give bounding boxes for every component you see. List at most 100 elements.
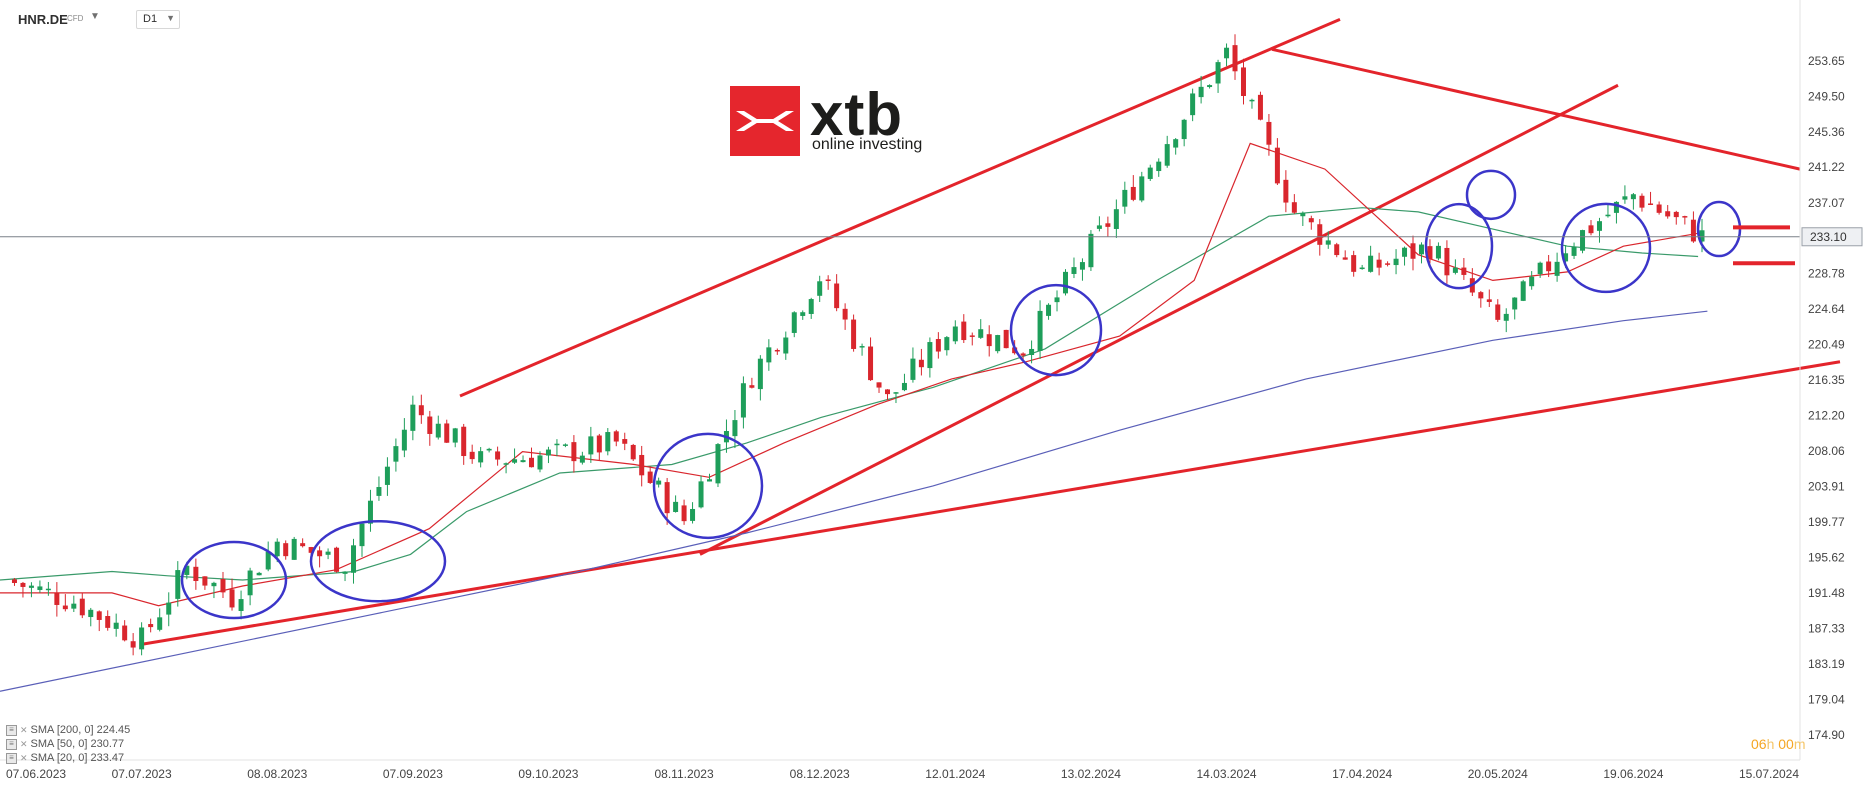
timeframe-select[interactable]: D1 ▼ [136, 10, 180, 29]
candle-body [969, 335, 975, 337]
candle-body [175, 570, 181, 599]
candle-body [613, 431, 619, 442]
candle-body [452, 428, 458, 443]
candle-countdown: 06h 00m [1751, 736, 1806, 752]
candle-body [978, 329, 984, 338]
candle-body [732, 420, 738, 437]
candle-body [274, 541, 280, 557]
symbol-dropdown-icon[interactable]: ▼ [90, 11, 100, 22]
candle-body [427, 416, 433, 434]
candle-body [1096, 225, 1102, 229]
candle-body [62, 605, 68, 610]
candle-body [265, 551, 271, 570]
indicator-settings-icon[interactable]: ≡ [6, 724, 17, 736]
candle-body [1122, 189, 1128, 207]
candle-body [935, 339, 941, 352]
candle-body [1266, 121, 1272, 145]
candle-body [1147, 167, 1153, 179]
candle-body [229, 589, 235, 608]
candle-body [1164, 144, 1170, 166]
candle-body [45, 588, 51, 591]
y-tick-label: 187.33 [1808, 622, 1845, 636]
candle-body [986, 334, 992, 347]
candle-body [698, 481, 704, 508]
indicator-row[interactable]: ≡ ✕ SMA [20, 0] 233.47 [6, 751, 130, 765]
candle-body [995, 335, 1001, 352]
indicator-settings-icon[interactable]: ≡ [6, 752, 17, 764]
close-icon[interactable]: ✕ [20, 739, 28, 749]
candle-body [256, 572, 262, 576]
y-tick-label: 245.36 [1808, 125, 1845, 139]
candle-body [461, 426, 467, 457]
candle-body [1198, 86, 1204, 98]
upper-channel-trendline [459, 17, 1341, 398]
x-tick-label: 15.07.2024 [1739, 767, 1799, 781]
candle-body [715, 444, 721, 484]
candle-body [707, 479, 713, 482]
candle-body [283, 543, 289, 557]
candle-body [851, 319, 857, 349]
candle-body [1444, 247, 1450, 276]
candle-body [291, 538, 297, 560]
candle-body [681, 505, 687, 522]
candle-body [1257, 94, 1263, 120]
candle-body [1342, 257, 1348, 260]
candle-body [537, 455, 543, 470]
candle-body [1648, 203, 1654, 205]
indicator-settings-icon[interactable]: ≡ [6, 738, 17, 750]
candle-body [202, 576, 208, 586]
candle-body [1699, 230, 1705, 242]
y-tick-label: 199.77 [1808, 515, 1845, 529]
candle-body [1622, 196, 1628, 200]
candle-body [825, 279, 831, 282]
candle-body [139, 627, 145, 650]
moving-averages [0, 142, 1708, 692]
candle-body [1385, 263, 1391, 265]
candle-body [435, 423, 441, 438]
candle-body [740, 383, 746, 418]
candle-body [944, 337, 950, 351]
logo-mark-icon [730, 86, 800, 156]
candle-body [1402, 247, 1408, 257]
symbol-label[interactable]: HNR.DE [18, 12, 68, 27]
candle-body [783, 337, 789, 354]
candle-body [247, 570, 253, 596]
candle-body [1181, 119, 1187, 140]
candle-body [1580, 230, 1586, 251]
candle-body [622, 439, 628, 444]
indicator-row[interactable]: ≡ ✕ SMA [200, 0] 224.45 [6, 723, 130, 737]
candle-body [96, 611, 102, 620]
candle-body [418, 405, 424, 416]
highlight-ellipse [652, 432, 764, 540]
candle-body [376, 487, 382, 496]
y-tick-label: 212.20 [1808, 409, 1845, 423]
candle-body [1571, 247, 1577, 256]
countdown-hours: 06 [1751, 736, 1767, 752]
candle-body [757, 358, 763, 390]
candle-body [1495, 304, 1501, 320]
candle-body [1190, 93, 1196, 116]
highlight-ellipse [1424, 202, 1494, 290]
candle-body [1393, 258, 1399, 266]
candle-body [952, 326, 958, 342]
close-icon[interactable]: ✕ [20, 725, 28, 735]
x-tick-label: 12.01.2024 [925, 767, 985, 781]
candle-body [503, 463, 509, 465]
highlight-ellipse [1009, 283, 1103, 377]
candle-body [579, 455, 585, 463]
highlight-ellipse [1465, 169, 1517, 221]
candle-body [1478, 292, 1484, 299]
candle-body [105, 616, 111, 628]
current-price-group: 233.10 [0, 225, 1863, 266]
candle-body [1291, 202, 1297, 213]
candle-body [317, 550, 323, 557]
indicator-row[interactable]: ≡ ✕ SMA [50, 0] 230.77 [6, 737, 130, 751]
candle-body [495, 451, 501, 460]
candle-body [868, 346, 874, 381]
candle-body [1359, 267, 1365, 270]
close-icon[interactable]: ✕ [20, 753, 28, 763]
logo-tagline: online investing [812, 136, 923, 153]
candle-body [1554, 261, 1560, 276]
candle-body [1588, 225, 1594, 234]
